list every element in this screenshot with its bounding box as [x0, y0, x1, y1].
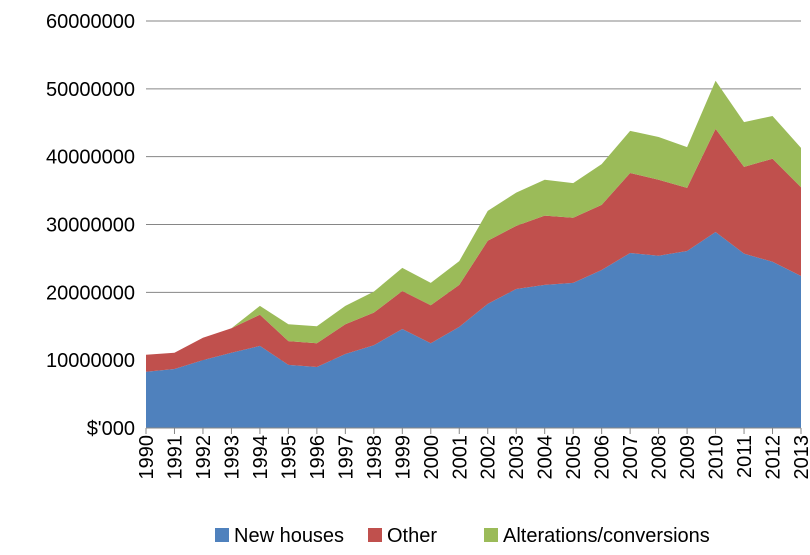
x-tick-label: 2011 — [734, 435, 756, 478]
x-tick-label: 2004 — [535, 435, 557, 480]
y-tick-label: 30000000 — [46, 215, 135, 237]
x-tick-label: 2010 — [706, 435, 728, 480]
x-tick-label: 2006 — [592, 435, 614, 480]
area — [146, 80, 801, 355]
x-tick-label: 2001 — [449, 435, 471, 480]
legend-label: Other — [387, 525, 437, 547]
y-tick-label: $'000 — [87, 418, 135, 440]
area — [146, 128, 801, 372]
legend-label: Alterations/conversions — [503, 525, 710, 547]
y-tick-label: 20000000 — [46, 282, 135, 304]
x-tick-label: 2000 — [421, 435, 443, 480]
x-tick-label: 1990 — [136, 435, 158, 480]
x-tick-label: 1996 — [307, 435, 329, 480]
x-tick-label: 1991 — [164, 435, 186, 480]
x-tick-label: 2002 — [478, 435, 500, 480]
legend-swatch — [215, 528, 229, 542]
y-tick-label: 50000000 — [46, 79, 135, 101]
x-tick-label: 1998 — [364, 435, 386, 480]
x-tick-label: 1993 — [221, 435, 243, 480]
x-tick-label: 2009 — [677, 435, 699, 480]
x-tick-label: 1999 — [392, 435, 414, 480]
legend-swatch — [368, 528, 382, 542]
x-tick-label: 1994 — [250, 435, 272, 480]
x-tick-label: 2005 — [563, 435, 585, 480]
x-tick-label: 2012 — [763, 435, 785, 480]
legend-swatch — [484, 528, 498, 542]
x-tick-label: 1995 — [278, 435, 300, 480]
x-tick-label: 2008 — [649, 435, 671, 480]
y-tick-label: 60000000 — [46, 11, 135, 33]
x-tick-label: 2003 — [506, 435, 528, 480]
x-tick-label: 1997 — [335, 435, 357, 480]
legend-label: New houses — [234, 525, 344, 547]
x-tick-label: 2013 — [791, 435, 810, 480]
y-tick-label: 40000000 — [46, 147, 135, 169]
area — [146, 231, 801, 428]
y-tick-label: 10000000 — [46, 350, 135, 372]
x-tick-label: 2007 — [620, 435, 642, 480]
x-tick-label: 1992 — [193, 435, 215, 480]
